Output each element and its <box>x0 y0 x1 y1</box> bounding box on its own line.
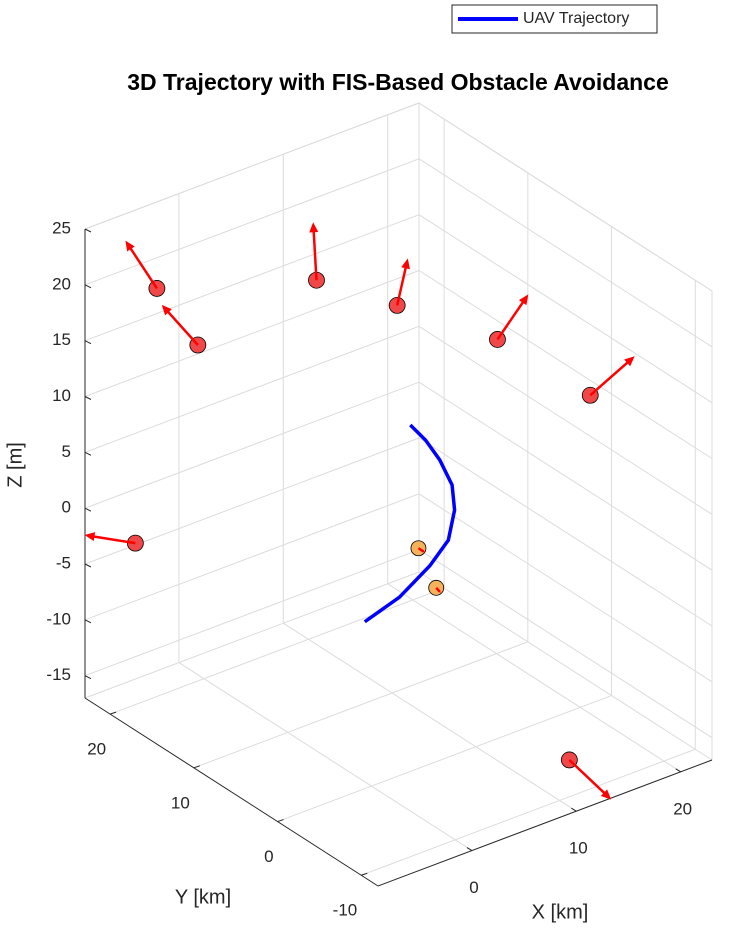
z-tick-label: 5 <box>62 442 71 461</box>
x-axis <box>377 759 713 887</box>
z-axis-label: Z [m] <box>4 442 26 488</box>
velocity-arrow <box>568 759 608 797</box>
tick-mark <box>84 340 92 345</box>
arrow-head <box>624 356 635 367</box>
tick-mark <box>466 847 473 851</box>
grid-line <box>84 549 420 677</box>
tick-mark <box>571 807 577 812</box>
tick-mark <box>109 711 117 715</box>
grid-line <box>361 748 696 876</box>
grid-line <box>84 214 420 342</box>
velocity-arrow <box>312 228 318 281</box>
z-tick-label: 20 <box>52 274 71 293</box>
y-tick-label: -10 <box>333 901 358 920</box>
grid-line <box>418 549 713 739</box>
arrow-head <box>421 549 426 553</box>
grid-line <box>84 325 420 453</box>
box-edge <box>418 571 713 761</box>
tick-mark <box>84 284 92 289</box>
y-tick-label: 20 <box>87 740 106 759</box>
z-tick-label: 10 <box>52 386 71 405</box>
y-tick-label: 10 <box>171 793 190 812</box>
tick-mark <box>84 619 92 624</box>
grid-line <box>178 662 473 851</box>
tick-mark <box>277 819 284 823</box>
grid-line <box>84 158 420 286</box>
velocity-arrow <box>164 308 199 346</box>
arrow-head <box>84 532 96 542</box>
arrow-head <box>518 294 529 306</box>
z-tick-label: -15 <box>46 665 71 684</box>
tick-mark <box>193 765 200 769</box>
tick-mark <box>84 563 92 568</box>
z-tick-label: 15 <box>52 330 71 349</box>
y-axis <box>84 697 379 887</box>
grid-line <box>84 270 420 397</box>
velocity-arrow <box>90 534 136 545</box>
x-tick-label: 0 <box>469 878 478 897</box>
grid-line <box>418 102 713 292</box>
z-tick-label: -10 <box>46 609 71 628</box>
z-tick-label: 0 <box>62 498 71 517</box>
arrow-head <box>161 304 172 316</box>
arrow-head <box>309 222 319 233</box>
grid-line <box>193 641 529 769</box>
grid-line <box>277 695 612 823</box>
tick-mark <box>84 507 92 512</box>
grid-line <box>84 102 420 230</box>
grid-line <box>418 158 713 348</box>
velocity-arrow <box>496 298 526 341</box>
x-tick-label: 20 <box>673 799 692 818</box>
grid-line <box>283 622 577 812</box>
grid-line <box>418 214 713 404</box>
velocity-arrow <box>127 244 158 290</box>
tick-mark <box>675 768 681 773</box>
tick-mark <box>84 228 92 233</box>
tick-mark <box>361 872 368 876</box>
grid-line <box>387 583 681 773</box>
grid-line <box>418 381 713 571</box>
x-tick-label: 10 <box>569 839 588 858</box>
y-tick-label: 0 <box>264 847 273 866</box>
grid-line <box>418 270 713 459</box>
grid-line <box>84 493 420 621</box>
chart-title: 3D Trajectory with FIS-Based Obstacle Av… <box>127 69 669 95</box>
legend-label: UAV Trajectory <box>523 10 629 27</box>
z-tick-label: 25 <box>52 218 71 237</box>
grid-line <box>418 493 713 683</box>
grid-line <box>418 437 713 627</box>
arrow-head <box>600 789 612 800</box>
tick-mark <box>84 396 92 400</box>
x-axis-label: X [km] <box>532 901 589 923</box>
y-axis-label: Y [km] <box>175 886 231 908</box>
velocity-arrow <box>395 264 408 306</box>
tick-mark <box>84 675 92 680</box>
z-tick-label: -5 <box>56 553 71 572</box>
velocity-arrow <box>589 359 631 397</box>
box-edge <box>84 571 420 699</box>
tick-mark <box>84 451 92 456</box>
grid-line <box>418 325 713 515</box>
arrow-head <box>401 258 410 270</box>
arrow-head <box>438 590 441 593</box>
arrow-head <box>125 240 135 252</box>
grid-line <box>109 587 445 715</box>
grid-line <box>84 381 420 509</box>
trajectory-line <box>363 423 457 624</box>
